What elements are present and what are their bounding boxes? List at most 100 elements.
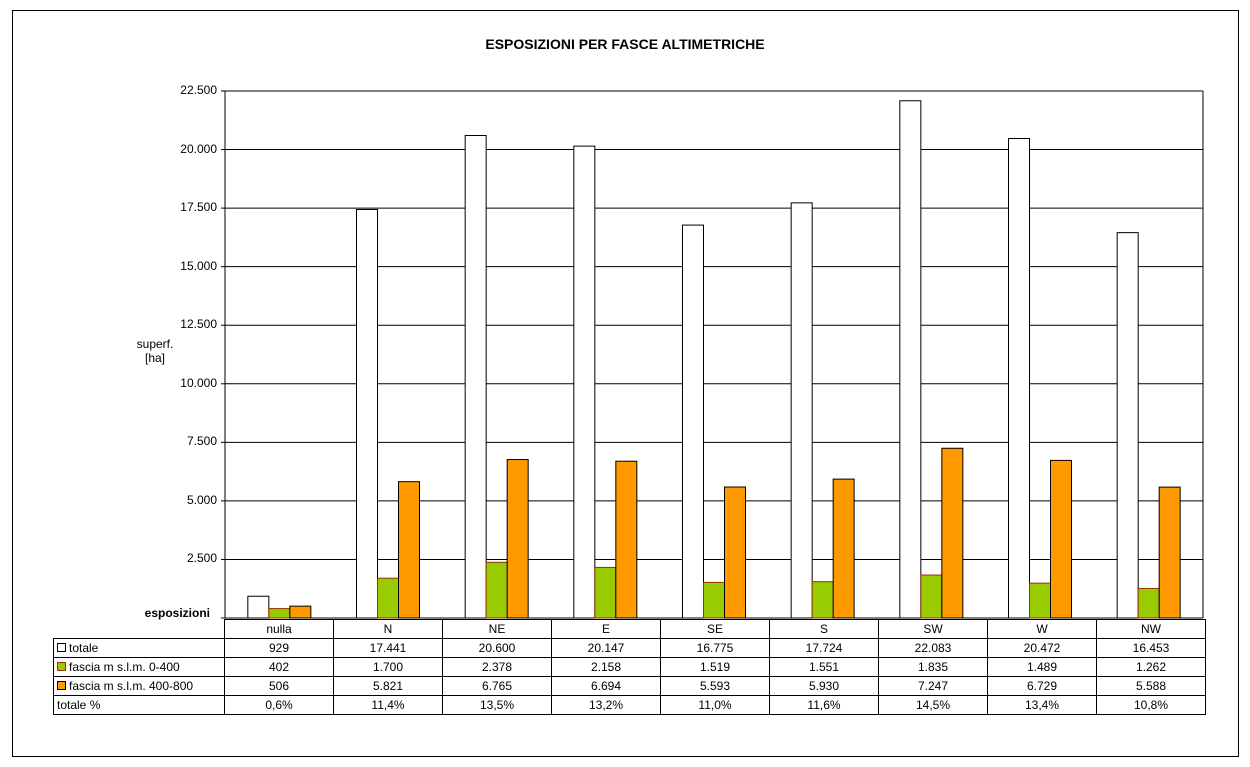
bar-fascia-m-s-l-m-400-800-se [724,486,746,619]
category-label: NE [442,619,552,639]
data-label: 929 [224,638,334,658]
bar-fascia-m-s-l-m-400-800-n [398,481,420,619]
legend-swatch [57,681,66,691]
chart-frame [12,10,1239,757]
y-tick-label: 17.500 [180,200,217,215]
data-label: 20.600 [442,638,552,658]
bar-fascia-m-s-l-m-0-400-s [811,581,834,619]
bar-fascia-m-s-l-m-0-400-w [1029,582,1051,619]
y-tick-label: 10.000 [180,375,217,390]
data-label: 16.453 [1096,638,1206,658]
data-label: 5.593 [660,676,770,696]
bar-totale-nulla [247,595,270,619]
bar-fascia-m-s-l-m-400-800-nw [1158,486,1181,619]
bar-fascia-m-s-l-m-0-400-nulla [268,608,291,619]
table-row: fascia m s.l.m. 0-400 402 1.700 2.378 2.158 1… [53,657,1206,677]
percent-label: 13,2% [551,695,661,715]
bar-fascia-m-s-l-m-0-400-e [594,566,617,619]
data-label: 402 [224,657,334,677]
percent-label: 11,4% [333,695,443,715]
data-label: 16.775 [660,638,770,658]
table-row: fascia m s.l.m. 400-800 506 5.821 6.765 6.69… [53,676,1206,696]
percent-label: 13,5% [442,695,552,715]
data-label: 1.551 [769,657,879,677]
legend-swatch [57,643,66,653]
y-tick-label: 5.000 [186,492,217,507]
bar-totale-s [790,202,813,619]
category-label: W [987,619,1097,639]
category-label: SE [660,619,770,639]
bar-fascia-m-s-l-m-400-800-ne [506,459,529,619]
table-corner [54,620,225,639]
percent-label: 13,4% [987,695,1097,715]
data-label: 17.441 [333,638,443,658]
data-label: 20.147 [551,638,661,658]
data-label: 17.724 [769,638,879,658]
data-label: 2.158 [551,657,661,677]
bar-totale-nw [1116,232,1139,619]
table-row: totale 929 17.441 20.600 20.147 16.775 17.724 2… [53,638,1206,658]
data-label: 2.378 [442,657,552,677]
percent-label: 0,6% [224,695,334,715]
data-label: 1.835 [878,657,988,677]
y-tick-label: 22.500 [180,83,217,97]
bar-fascia-m-s-l-m-400-800-w [1050,459,1072,619]
bar-fascia-m-s-l-m-0-400-sw [920,574,943,619]
bar-totale-w [1008,138,1030,619]
table-row: totale % 0,6% 11,4% 13,5% 13,2% 11,0% 11,6% 14,… [53,695,1206,715]
data-label: 1.262 [1096,657,1206,677]
bar-fascia-m-s-l-m-400-800-sw [941,447,964,619]
bar-totale-e [573,145,596,619]
data-label: 7.247 [878,676,988,696]
y-tick-label: 2.500 [186,551,217,566]
chart-title: ESPOSIZIONI PER FASCE ALTIMETRICHE [485,36,765,52]
y-tick-label: 20.000 [180,141,217,156]
category-label: S [769,619,879,639]
y-axis-label: superf. [ha] [135,337,175,365]
data-label: 5.821 [333,676,443,696]
percent-label: 11,0% [660,695,770,715]
data-label: 506 [224,676,334,696]
bar-totale-n [356,208,378,619]
bar-fascia-m-s-l-m-400-800-nulla [289,605,312,619]
data-label: 22.083 [878,638,988,658]
bar-totale-se [682,224,704,619]
data-label: 6.729 [987,676,1097,696]
category-label: E [551,619,661,639]
bar-fascia-m-s-l-m-0-400-ne [485,561,508,619]
data-label: 6.694 [551,676,661,696]
category-label: N [333,619,443,639]
bar-fascia-m-s-l-m-400-800-s [832,478,855,619]
bar-totale-sw [899,100,922,619]
data-label: 1.519 [660,657,770,677]
y-axis-label-line-1: superf. [136,337,174,351]
bar-fascia-m-s-l-m-0-400-nw [1137,587,1160,619]
data-label: 5.588 [1096,676,1206,696]
category-label: NW [1096,619,1206,639]
percent-row-label: totale % [53,695,225,715]
legend-entry: totale [53,638,225,658]
category-label: SW [878,619,988,639]
legend-label: fascia m s.l.m. 0-400 [69,660,180,674]
legend-label: fascia m s.l.m. 400-800 [69,679,194,693]
data-table: nulla N NE E SE S SW W NW totale 929 17.441 20.600 20… [53,619,1206,715]
data-label: 1.700 [333,657,443,677]
legend-label: totale [69,641,99,655]
bar-fascia-m-s-l-m-0-400-n [377,577,399,619]
legend-swatch [57,662,66,672]
bar-totale-ne [464,135,487,619]
y-tick-label: 12.500 [180,317,217,332]
legend-entry: fascia m s.l.m. 400-800 [53,676,225,696]
y-tick-label: 7.500 [186,434,217,449]
data-label: 5.930 [769,676,879,696]
percent-label: 14,5% [878,695,988,715]
category-label: nulla [224,619,334,639]
data-label: 20.472 [987,638,1097,658]
y-axis-label-line-2: [ha] [144,351,165,365]
percent-label: 11,6% [769,695,879,715]
bar-fascia-m-s-l-m-0-400-se [703,581,725,619]
data-label: 1.489 [987,657,1097,677]
legend-entry: fascia m s.l.m. 0-400 [53,657,225,677]
bar-fascia-m-s-l-m-400-800-e [615,460,638,619]
